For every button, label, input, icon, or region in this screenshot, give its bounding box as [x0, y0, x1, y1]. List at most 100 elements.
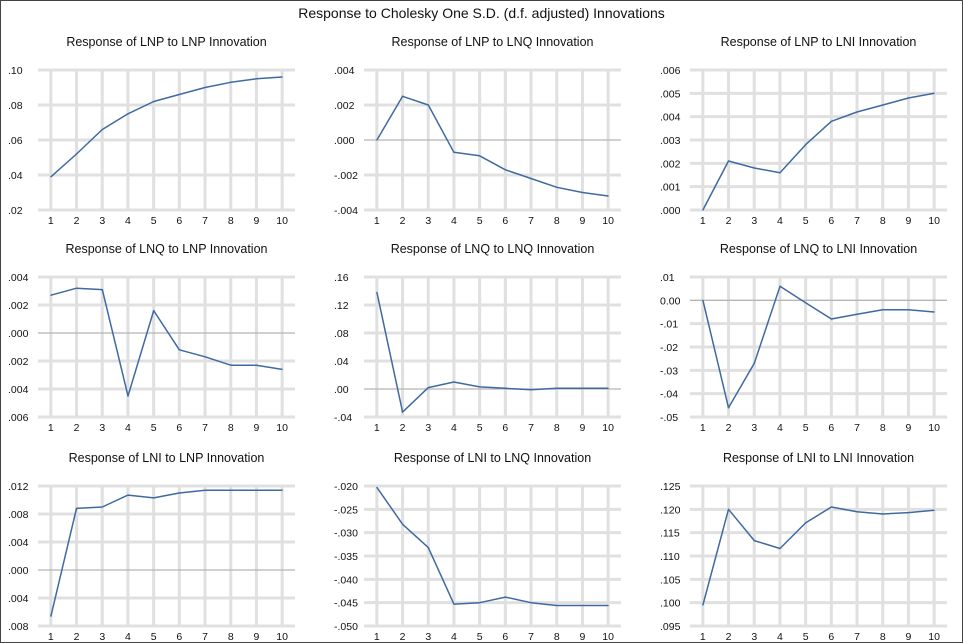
x-tick-label: 4 — [451, 422, 457, 434]
data-point — [75, 153, 78, 155]
data-point — [453, 603, 455, 605]
data-point — [882, 309, 884, 311]
y-tick-label: -.04 — [334, 412, 352, 424]
data-point — [753, 167, 755, 169]
data-point — [556, 186, 558, 188]
data-point — [401, 411, 404, 413]
data-point — [204, 86, 206, 89]
chart-panel: Response of LNQ to LNP Innovation .006 .00… — [8, 242, 295, 434]
y-tick-label: .095 — [660, 621, 681, 633]
series-line — [702, 506, 935, 606]
chart-title: Response of LNP to LNP Innovation — [66, 35, 266, 49]
y-tick-label: .105 — [660, 574, 681, 586]
series-line — [702, 92, 935, 211]
data-point — [702, 604, 704, 606]
x-tick-label: 3 — [99, 631, 105, 643]
x-tick-label: 9 — [906, 422, 912, 434]
x-tick-label: 2 — [726, 631, 732, 643]
data-point — [127, 113, 129, 115]
y-tick-label: -.035 — [334, 551, 358, 563]
y-tick-label: .004 — [8, 537, 29, 549]
data-point — [153, 497, 155, 499]
data-point — [933, 311, 935, 313]
x-tick-label: 1 — [48, 422, 54, 434]
y-tick-label: .003 — [660, 135, 681, 147]
data-point — [255, 489, 258, 491]
x-tick-label: 10 — [602, 631, 614, 643]
series-line — [50, 287, 283, 397]
y-tick-label: .125 — [660, 481, 681, 493]
x-tick-label: 10 — [928, 631, 940, 643]
chart-panel: Response of LNI to LNQ Innovation -.050 -.… — [334, 451, 621, 643]
y-tick-label: .002 — [660, 158, 681, 170]
data-point — [153, 100, 155, 103]
x-tick-label: 10 — [276, 422, 288, 434]
data-point — [427, 387, 429, 389]
x-tick-label: 10 — [928, 422, 940, 434]
data-point — [281, 489, 283, 491]
x-tick-label: 8 — [880, 215, 886, 227]
chart-panel: Response of LNI to LNP Innovation .008 .00… — [8, 451, 295, 643]
data-point — [479, 602, 481, 604]
y-tick-label: -.03 — [660, 365, 678, 377]
y-tick-label: .006 — [660, 65, 681, 77]
y-tick-label: .001 — [660, 182, 681, 194]
data-point — [779, 285, 781, 287]
data-point — [479, 386, 481, 388]
y-tick-label: .000 — [8, 565, 29, 577]
y-tick-label: .004 — [8, 593, 29, 605]
x-tick-label: 4 — [777, 215, 783, 227]
x-tick-label: 3 — [751, 631, 757, 643]
figure-title: Response to Cholesky One S.D. (d.f. adju… — [298, 5, 665, 21]
data-point — [281, 368, 283, 370]
series-line — [376, 292, 609, 413]
series-line — [702, 285, 935, 409]
y-tick-label: -.040 — [334, 574, 358, 586]
data-point — [50, 294, 52, 296]
data-point — [727, 407, 730, 409]
y-tick-label: -.002 — [334, 170, 358, 182]
x-tick-label: 1 — [374, 422, 380, 434]
data-point — [204, 356, 206, 358]
x-tick-label: 8 — [880, 631, 886, 643]
data-point — [530, 177, 532, 180]
data-point — [805, 144, 807, 146]
y-tick-label: .00 — [334, 384, 349, 396]
x-tick-label: 4 — [451, 215, 457, 227]
x-tick-label: 1 — [700, 631, 706, 643]
data-point — [101, 128, 103, 131]
x-tick-label: 9 — [906, 215, 912, 227]
data-point — [281, 76, 283, 78]
data-point — [779, 547, 781, 550]
data-point — [607, 604, 609, 607]
y-tick-label: .004 — [8, 272, 29, 284]
x-tick-label: 9 — [254, 422, 260, 434]
y-tick-label: .01 — [660, 272, 675, 284]
x-tick-label: 8 — [554, 422, 560, 434]
data-point — [727, 508, 730, 510]
data-point — [50, 615, 52, 617]
data-point — [376, 486, 378, 488]
data-point — [127, 494, 129, 496]
y-tick-label: .012 — [8, 481, 29, 493]
data-point — [479, 155, 481, 157]
y-tick-label: -.020 — [334, 481, 358, 493]
y-tick-label: .004 — [8, 384, 29, 396]
y-tick-label: -.030 — [334, 528, 358, 540]
x-tick-label: 6 — [502, 631, 508, 643]
data-point — [907, 511, 910, 514]
x-tick-label: 6 — [502, 422, 508, 434]
x-tick-label: 1 — [374, 631, 380, 643]
x-tick-label: 7 — [528, 422, 534, 434]
chart-title: Response of LNP to LNI Innovation — [721, 35, 917, 49]
series-line — [376, 486, 609, 607]
series-line — [50, 489, 283, 617]
data-point — [427, 104, 429, 106]
series-line — [50, 76, 283, 178]
data-point — [75, 287, 78, 289]
data-point — [127, 395, 129, 397]
x-tick-label: 5 — [803, 215, 809, 227]
x-tick-label: 10 — [276, 215, 288, 227]
data-point — [805, 302, 807, 304]
